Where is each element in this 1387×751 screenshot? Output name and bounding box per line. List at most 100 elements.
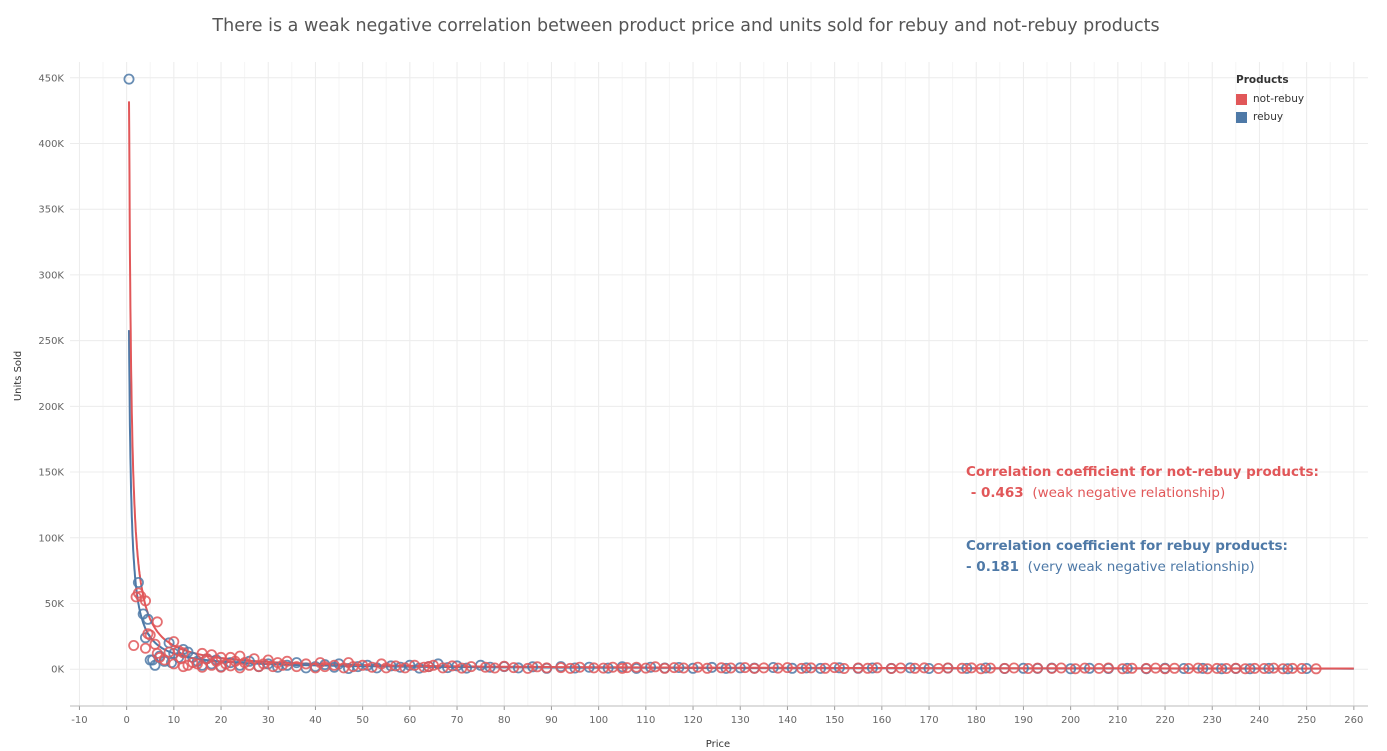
- data-point-not-rebuy[interactable]: [158, 654, 170, 666]
- data-point-rebuy[interactable]: [1216, 663, 1228, 675]
- y-tick-label: 350K: [38, 205, 64, 216]
- x-tick-label: 190: [1014, 715, 1033, 726]
- x-tick-label: 250: [1297, 715, 1316, 726]
- data-point-not-rebuy[interactable]: [177, 661, 189, 673]
- data-point-rebuy[interactable]: [1197, 662, 1209, 674]
- annotation-rebuy-heading: Correlation coefficient for rebuy produc…: [966, 538, 1288, 554]
- data-point-not-rebuy[interactable]: [300, 658, 312, 670]
- data-point-not-rebuy[interactable]: [281, 655, 293, 667]
- data-point-not-rebuy[interactable]: [725, 662, 737, 674]
- x-tick-label: 30: [262, 715, 275, 726]
- legend-label-rebuy: rebuy: [1253, 111, 1284, 123]
- data-point-not-rebuy[interactable]: [1296, 663, 1308, 675]
- data-point-not-rebuy[interactable]: [781, 662, 793, 674]
- data-point-not-rebuy[interactable]: [895, 662, 907, 674]
- annotation-not-rebuy-desc: (weak negative relationship): [1032, 485, 1226, 501]
- data-point-rebuy[interactable]: [673, 662, 685, 674]
- data-point-not-rebuy[interactable]: [1079, 662, 1091, 674]
- data-point-not-rebuy[interactable]: [678, 662, 690, 674]
- x-tick-label: 0: [123, 715, 129, 726]
- x-tick-label: 20: [215, 715, 228, 726]
- data-point-not-rebuy[interactable]: [187, 657, 199, 669]
- data-point-not-rebuy[interactable]: [1126, 662, 1138, 674]
- legend-item-rebuy[interactable]: rebuy: [1236, 108, 1304, 126]
- data-point-rebuy[interactable]: [961, 662, 973, 674]
- data-point-rebuy[interactable]: [484, 661, 496, 673]
- y-tick-label: 200K: [38, 402, 64, 413]
- data-point-not-rebuy[interactable]: [465, 661, 477, 673]
- data-point-not-rebuy[interactable]: [366, 661, 378, 673]
- data-point-rebuy[interactable]: [800, 662, 812, 674]
- data-point-not-rebuy[interactable]: [1102, 662, 1114, 674]
- x-tick-label: 10: [167, 715, 180, 726]
- data-point-not-rebuy[interactable]: [616, 662, 628, 674]
- data-point-not-rebuy[interactable]: [168, 636, 180, 648]
- data-point-not-rebuy[interactable]: [423, 661, 435, 673]
- data-point-not-rebuy[interactable]: [427, 659, 439, 671]
- data-point-rebuy[interactable]: [1244, 663, 1256, 675]
- data-point-not-rebuy[interactable]: [1310, 663, 1322, 675]
- data-point-not-rebuy[interactable]: [758, 662, 770, 674]
- data-point-rebuy[interactable]: [569, 662, 581, 674]
- data-point-not-rebuy[interactable]: [291, 661, 303, 673]
- data-point-not-rebuy[interactable]: [541, 662, 553, 674]
- data-point-not-rebuy[interactable]: [508, 662, 520, 674]
- data-point-not-rebuy[interactable]: [128, 640, 140, 652]
- grid-lines: [70, 62, 1368, 706]
- data-point-rebuy[interactable]: [132, 577, 144, 589]
- legend-item-not-rebuy[interactable]: not-rebuy: [1236, 90, 1304, 108]
- data-point-not-rebuy[interactable]: [1032, 662, 1044, 674]
- x-tick-label: 140: [778, 715, 797, 726]
- data-point-rebuy[interactable]: [720, 662, 732, 674]
- y-tick-label: 50K: [45, 599, 65, 610]
- data-point-not-rebuy[interactable]: [139, 595, 151, 607]
- data-point-not-rebuy[interactable]: [177, 647, 189, 659]
- data-point-not-rebuy[interactable]: [1169, 662, 1181, 674]
- data-point-not-rebuy[interactable]: [399, 662, 411, 674]
- x-tick-label: 180: [967, 715, 986, 726]
- data-point-not-rebuy[interactable]: [328, 659, 340, 671]
- data-point-not-rebuy[interactable]: [918, 662, 930, 674]
- data-point-not-rebuy[interactable]: [838, 663, 850, 675]
- data-point-rebuy[interactable]: [460, 662, 472, 674]
- data-point-not-rebuy[interactable]: [984, 662, 996, 674]
- x-tick-label: 210: [1108, 715, 1127, 726]
- data-point-rebuy[interactable]: [602, 662, 614, 674]
- data-point-rebuy[interactable]: [833, 662, 845, 674]
- legend-label-not-rebuy: not-rebuy: [1253, 93, 1305, 105]
- axes: -10 0 10 20 30 40 50 60 70 80 90 100 110 120 130 140 150…: [38, 73, 1368, 726]
- data-point-not-rebuy[interactable]: [168, 658, 180, 670]
- annotation-not-rebuy-heading: Correlation coefficient for not-rebuy pr…: [966, 464, 1319, 480]
- data-point-rebuy[interactable]: [1263, 662, 1275, 674]
- data-point-rebuy[interactable]: [866, 662, 878, 674]
- data-point-rebuy[interactable]: [527, 661, 539, 673]
- data-point-rebuy[interactable]: [123, 73, 135, 85]
- data-point-rebuy[interactable]: [980, 662, 992, 674]
- data-point-not-rebuy[interactable]: [942, 662, 954, 674]
- data-point-rebuy[interactable]: [1282, 663, 1294, 675]
- data-point-not-rebuy[interactable]: [805, 662, 817, 674]
- data-point-not-rebuy[interactable]: [139, 642, 151, 654]
- data-point-not-rebuy[interactable]: [701, 662, 713, 674]
- data-point-rebuy[interactable]: [149, 659, 161, 671]
- data-point-rebuy[interactable]: [1121, 662, 1133, 674]
- trend-line-not-rebuy: [128, 101, 1354, 670]
- data-points: [123, 73, 1322, 675]
- data-point-not-rebuy[interactable]: [871, 662, 883, 674]
- data-point-not-rebuy[interactable]: [1055, 662, 1067, 674]
- y-tick-label: 250K: [38, 336, 64, 347]
- data-point-not-rebuy[interactable]: [1008, 662, 1020, 674]
- data-point-not-rebuy[interactable]: [248, 653, 260, 665]
- data-point-rebuy[interactable]: [645, 661, 657, 673]
- legend-title: Products: [1236, 74, 1289, 86]
- data-point-not-rebuy[interactable]: [144, 629, 156, 641]
- y-tick-label: 450K: [38, 73, 64, 84]
- y-tick-label: 0K: [51, 665, 64, 676]
- annotation-not-rebuy: Correlation coefficient for not-rebuy pr…: [966, 462, 1319, 504]
- x-tick-label: 100: [589, 715, 608, 726]
- y-tick-label: 150K: [38, 468, 64, 479]
- data-point-rebuy[interactable]: [224, 657, 236, 669]
- data-point-not-rebuy[interactable]: [151, 616, 163, 628]
- data-point-not-rebuy[interactable]: [574, 661, 586, 673]
